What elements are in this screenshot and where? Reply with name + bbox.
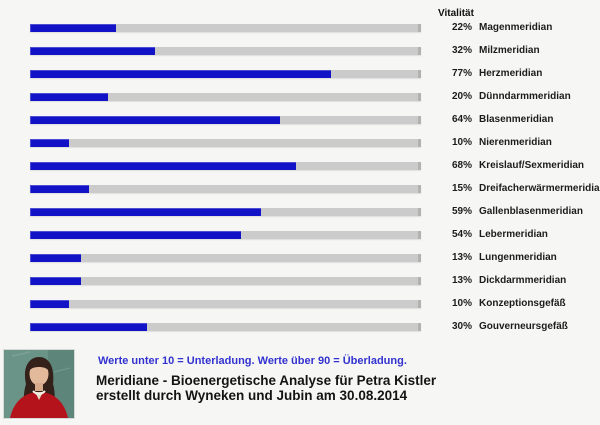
portrait-photo-illustration xyxy=(4,350,74,418)
value-label: 32% xyxy=(451,45,472,56)
practitioner-photo xyxy=(3,349,75,419)
meridian-row: 68% Kreislauf/Sexmeridian xyxy=(0,158,600,174)
bar-fill xyxy=(30,116,280,124)
meridian-row: 15% Dreifacherwärmermeridian xyxy=(0,181,600,197)
meridian-row: 30% Gouverneursgefäß xyxy=(0,319,600,335)
meridian-row: 13% Dickdarmmeridian xyxy=(0,273,600,289)
meridian-bar-chart: 22% Magenmeridian 32% Milzmeridian 77% Herzme… xyxy=(0,20,600,335)
meridian-row: 64% Blasenmeridian xyxy=(0,112,600,128)
meridian-row: 59% Gallenblasenmeridian xyxy=(0,204,600,220)
meridian-label: Kreislauf/Sexmeridian xyxy=(479,160,585,171)
report-title: Meridiane - Bioenergetische Analyse für … xyxy=(96,373,436,403)
value-label: 59% xyxy=(451,206,472,217)
meridian-label: Dickdarmmeridian xyxy=(479,275,567,286)
meridian-row: 77% Herzmeridian xyxy=(0,66,600,82)
bar-fill xyxy=(30,323,147,331)
meridian-label: Konzeptionsgefäß xyxy=(479,298,566,309)
meridian-row: 54% Lebermeridian xyxy=(0,227,600,243)
bar-fill xyxy=(30,162,296,170)
bar-track xyxy=(30,323,421,331)
meridian-label: Dünndarmmeridian xyxy=(479,91,571,102)
value-label: 10% xyxy=(451,298,472,309)
meridian-row: 10% Nierenmeridian xyxy=(0,135,600,151)
bar-track xyxy=(30,208,421,216)
bar-fill xyxy=(30,47,155,55)
report-title-line2: erstellt durch Wyneken und Jubin am 30.0… xyxy=(96,388,408,403)
bar-track xyxy=(30,254,421,262)
bar-track xyxy=(30,185,421,193)
meridian-row: 20% Dünndarmmeridian xyxy=(0,89,600,105)
bar-track xyxy=(30,116,421,124)
bar-track xyxy=(30,93,421,101)
meridian-label: Lungenmeridian xyxy=(479,252,557,263)
meridian-row: 13% Lungenmeridian xyxy=(0,250,600,266)
bar-track xyxy=(30,162,421,170)
value-label: 22% xyxy=(451,22,472,33)
meridian-label: Gouverneursgefäß xyxy=(479,321,568,332)
bar-fill xyxy=(30,70,331,78)
bar-track xyxy=(30,70,421,78)
meridian-row: 10% Konzeptionsgefäß xyxy=(0,296,600,312)
bar-fill xyxy=(30,254,81,262)
bar-track xyxy=(30,300,421,308)
value-label: 15% xyxy=(451,183,472,194)
value-label: 10% xyxy=(451,137,472,148)
meridian-label: Gallenblasenmeridian xyxy=(479,206,583,217)
bar-track xyxy=(30,47,421,55)
value-label: 64% xyxy=(451,114,472,125)
bar-fill xyxy=(30,139,69,147)
bar-fill xyxy=(30,208,261,216)
value-label: 68% xyxy=(451,160,472,171)
meridian-label: Herzmeridian xyxy=(479,68,543,79)
meridian-label: Magenmeridian xyxy=(479,22,553,33)
meridian-row: 32% Milzmeridian xyxy=(0,43,600,59)
value-label: 20% xyxy=(451,91,472,102)
meridian-label: Nierenmeridian xyxy=(479,137,552,148)
value-label: 54% xyxy=(451,229,472,240)
bar-track xyxy=(30,277,421,285)
bar-fill xyxy=(30,277,81,285)
legend-note: Werte unter 10 = Unterladung. Werte über… xyxy=(98,355,407,367)
value-label: 77% xyxy=(451,68,472,79)
value-label: 13% xyxy=(451,252,472,263)
bar-fill xyxy=(30,231,241,239)
bar-fill xyxy=(30,300,69,308)
report-title-line1: Meridiane - Bioenergetische Analyse für … xyxy=(96,373,437,388)
bar-track xyxy=(30,231,421,239)
value-label: 30% xyxy=(451,321,472,332)
meridian-row: 22% Magenmeridian xyxy=(0,20,600,36)
bar-fill xyxy=(30,185,89,193)
chart-title: Vitalität xyxy=(438,8,474,19)
meridian-label: Lebermeridian xyxy=(479,229,548,240)
bar-track xyxy=(30,139,421,147)
bar-track xyxy=(30,24,421,32)
meridian-label: Milzmeridian xyxy=(479,45,540,56)
meridian-label: Dreifacherwärmermeridian xyxy=(479,183,600,194)
value-label: 13% xyxy=(451,275,472,286)
bar-fill xyxy=(30,93,108,101)
bar-fill xyxy=(30,24,116,32)
meridian-label: Blasenmeridian xyxy=(479,114,554,125)
